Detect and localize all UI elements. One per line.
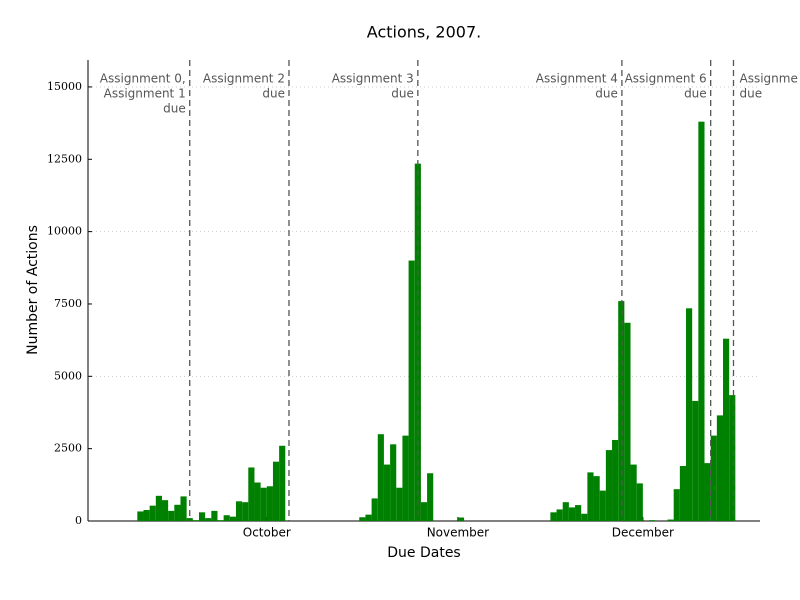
annotation: Assignme	[739, 72, 797, 86]
bar	[248, 467, 255, 521]
bar	[624, 322, 631, 521]
bar	[673, 489, 680, 521]
bar	[168, 510, 175, 521]
bar	[161, 500, 169, 521]
bar	[359, 517, 366, 521]
bar	[599, 490, 606, 521]
bar	[180, 496, 187, 521]
bar	[137, 511, 144, 521]
bar	[587, 472, 594, 521]
bar	[568, 507, 576, 521]
bar	[686, 308, 693, 521]
bar	[390, 444, 397, 521]
x-tick-label: December	[612, 526, 674, 540]
bar	[605, 450, 613, 521]
bar	[612, 439, 619, 521]
bar	[636, 483, 643, 521]
x-tick-label: November	[427, 526, 489, 540]
bar	[729, 395, 736, 521]
annotation: Assignment 4	[536, 72, 618, 86]
bar	[272, 461, 280, 521]
annotation: due	[739, 87, 762, 101]
y-tick-label: 7500	[54, 297, 82, 310]
bar	[279, 445, 286, 521]
bar	[383, 464, 391, 521]
annotation: due	[163, 102, 186, 116]
annotation: Assignment 3	[332, 72, 414, 86]
bar	[377, 434, 384, 521]
annotation: Assignment 6	[625, 72, 707, 86]
bar	[242, 502, 249, 521]
y-tick-label: 0	[75, 514, 82, 527]
bar	[371, 498, 378, 521]
y-axis-label: Number of Actions	[25, 225, 41, 355]
bar	[266, 486, 273, 521]
bar	[365, 514, 372, 521]
y-tick-label: 2500	[54, 442, 82, 455]
bar	[205, 518, 212, 521]
y-tick-label: 12500	[47, 152, 82, 165]
bar	[593, 476, 600, 521]
bar	[155, 495, 162, 521]
bar	[198, 512, 206, 521]
bar	[630, 464, 637, 521]
bar	[174, 504, 181, 521]
annotation: due	[391, 87, 414, 101]
bar	[396, 487, 403, 521]
annotation: due	[595, 87, 618, 101]
y-tick-label: 5000	[54, 369, 82, 382]
y-tick-label: 10000	[47, 225, 82, 238]
annotation: Assignment 2	[203, 72, 285, 86]
bar	[457, 517, 465, 521]
bar	[550, 512, 557, 521]
bar	[679, 466, 687, 521]
bar	[143, 510, 150, 521]
bar	[562, 502, 569, 521]
bar	[698, 121, 705, 521]
bar	[667, 519, 674, 521]
annotation: due	[684, 87, 707, 101]
bar	[427, 473, 434, 521]
bar	[217, 520, 224, 521]
bar	[186, 518, 193, 521]
bar	[192, 520, 199, 521]
x-axis-label: Due Dates	[387, 545, 460, 561]
bar	[710, 435, 717, 521]
bar	[575, 505, 582, 521]
bar	[556, 509, 563, 521]
bar	[402, 435, 409, 521]
bar	[723, 338, 730, 521]
bar	[581, 513, 588, 521]
bar	[704, 463, 711, 521]
bar	[149, 505, 156, 521]
bar	[211, 510, 218, 521]
y-tick-label: 15000	[47, 80, 82, 93]
chart-title: Actions, 2007.	[367, 23, 481, 42]
annotation: due	[262, 87, 285, 101]
bar	[420, 502, 428, 521]
bar	[649, 520, 656, 521]
bar	[235, 501, 243, 521]
annotation: Assignment 1	[104, 87, 186, 101]
annotation: Assignment 0,	[100, 72, 186, 86]
bar	[260, 487, 267, 521]
bar	[223, 515, 230, 521]
bar	[692, 400, 699, 521]
bar	[408, 260, 415, 521]
bar	[716, 415, 724, 521]
x-tick-label: October	[243, 526, 291, 540]
bar	[229, 516, 236, 521]
bar	[254, 482, 261, 521]
